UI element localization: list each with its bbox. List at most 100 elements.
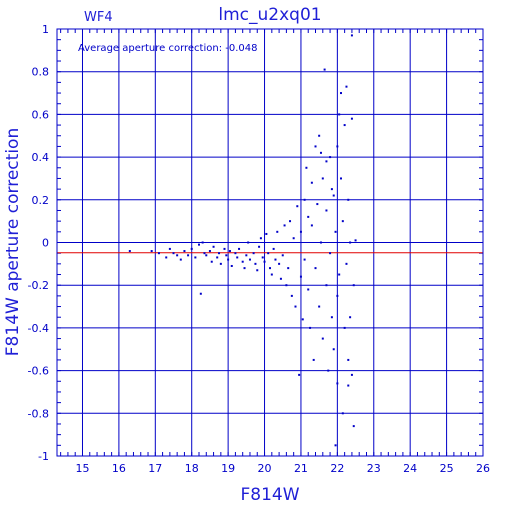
data-point xyxy=(219,262,222,265)
data-point xyxy=(208,250,211,253)
data-point xyxy=(318,134,321,137)
y-tick-label: 0.8 xyxy=(32,66,50,79)
data-point xyxy=(343,124,346,127)
data-point xyxy=(341,412,344,415)
data-point xyxy=(305,166,308,169)
data-point xyxy=(327,369,330,372)
data-point xyxy=(338,113,341,116)
data-point xyxy=(278,262,281,265)
data-point xyxy=(345,85,348,88)
data-point xyxy=(321,177,324,180)
data-point xyxy=(354,239,357,242)
data-point xyxy=(341,220,344,223)
data-point xyxy=(325,160,328,163)
data-point xyxy=(336,382,339,385)
data-point xyxy=(225,254,228,257)
data-point xyxy=(216,256,219,259)
x-tick-label: 15 xyxy=(75,462,89,475)
data-point xyxy=(332,194,335,197)
data-point xyxy=(314,267,317,270)
data-point xyxy=(254,262,257,265)
data-point xyxy=(279,277,282,280)
data-point xyxy=(319,241,322,244)
data-point xyxy=(323,68,326,71)
data-point xyxy=(245,254,248,257)
data-point xyxy=(165,256,168,259)
data-point xyxy=(345,262,348,265)
data-point xyxy=(236,256,239,259)
data-point xyxy=(350,117,353,120)
data-point xyxy=(314,145,317,148)
y-tick-label: 0.4 xyxy=(32,151,50,164)
data-point xyxy=(285,284,288,287)
data-point xyxy=(319,151,322,154)
data-point xyxy=(252,252,255,255)
data-point xyxy=(330,188,333,191)
data-point xyxy=(330,316,333,319)
data-point xyxy=(172,252,175,255)
data-point xyxy=(294,305,297,308)
data-point xyxy=(272,247,275,250)
data-point xyxy=(205,254,208,257)
data-point xyxy=(352,284,355,287)
data-point xyxy=(307,215,310,218)
x-tick-label: 21 xyxy=(294,462,308,475)
data-point xyxy=(334,444,337,447)
data-point xyxy=(258,245,261,248)
data-point xyxy=(310,181,313,184)
y-tick-label: 1 xyxy=(42,23,49,36)
data-point xyxy=(128,250,131,253)
data-point xyxy=(301,318,304,321)
y-tick-label: 0.2 xyxy=(32,194,50,207)
data-point xyxy=(238,247,241,250)
data-point xyxy=(325,209,328,212)
data-point xyxy=(298,373,301,376)
data-point xyxy=(325,284,328,287)
x-tick-label: 24 xyxy=(403,462,417,475)
x-tick-label: 22 xyxy=(330,462,344,475)
data-point xyxy=(336,145,339,148)
y-tick-label: -0.8 xyxy=(28,407,49,420)
data-point xyxy=(183,250,186,253)
data-point xyxy=(329,252,332,255)
data-point xyxy=(247,241,250,244)
data-point xyxy=(312,358,315,361)
data-points xyxy=(128,34,357,447)
data-point xyxy=(340,92,342,95)
data-point xyxy=(210,260,213,263)
data-point xyxy=(265,232,268,235)
x-tick-label: 17 xyxy=(148,462,162,475)
data-point xyxy=(267,252,270,255)
data-point xyxy=(241,260,244,263)
data-point xyxy=(316,203,319,206)
data-point xyxy=(157,252,160,255)
data-point xyxy=(190,247,193,250)
x-tick-label: 20 xyxy=(258,462,272,475)
panel-label: WF4 xyxy=(84,10,113,25)
data-point xyxy=(338,273,341,276)
chart-title: lmc_u2xq01 xyxy=(218,5,321,25)
data-point xyxy=(263,260,266,263)
y-tick-label: 0.6 xyxy=(32,108,50,121)
tick-labels: 15 16 17 18 19 20 21 22 23 24 25 26 -1 -0.8 -0.6 -0.4 -0… xyxy=(28,23,490,475)
data-point xyxy=(307,288,310,291)
data-point xyxy=(201,241,204,244)
data-point xyxy=(223,247,226,250)
data-point xyxy=(303,258,306,261)
data-point xyxy=(347,198,350,201)
data-point xyxy=(281,254,284,257)
y-tick-label: -0.2 xyxy=(28,279,49,292)
data-point xyxy=(318,305,321,308)
data-point xyxy=(343,326,346,329)
data-point xyxy=(218,252,221,255)
data-point xyxy=(334,230,337,233)
data-point xyxy=(230,264,233,267)
data-point xyxy=(168,247,171,250)
y-axis-label: F814W aperture correction xyxy=(3,128,23,356)
data-point xyxy=(256,269,259,272)
x-tick-label: 26 xyxy=(476,462,490,475)
data-point xyxy=(350,34,353,37)
data-point xyxy=(270,273,273,276)
y-tick-label: -0.4 xyxy=(28,322,49,335)
